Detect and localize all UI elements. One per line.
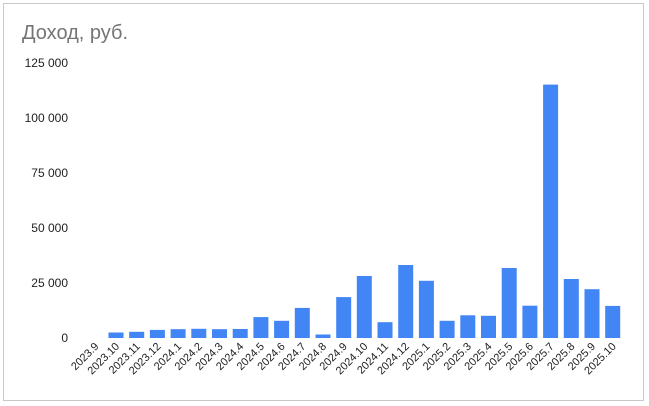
y-tick-label: 100 000	[25, 111, 69, 125]
bar[interactable]	[439, 320, 455, 338]
bar[interactable]	[398, 265, 414, 338]
bar[interactable]	[315, 334, 331, 339]
bar[interactable]	[212, 329, 227, 338]
bar[interactable]	[481, 315, 496, 338]
bar[interactable]	[336, 297, 352, 338]
chart-title: Доход, руб.	[22, 22, 129, 44]
bar[interactable]	[149, 329, 165, 338]
bar[interactable]	[232, 329, 248, 338]
bar[interactable]	[418, 280, 434, 338]
bar[interactable]	[460, 315, 476, 338]
y-tick-label: 75 000	[31, 166, 68, 180]
bar[interactable]	[605, 305, 621, 338]
bar[interactable]	[274, 320, 290, 338]
bar[interactable]	[543, 84, 559, 338]
bar[interactable]	[191, 328, 207, 338]
y-tick-label: 25 000	[31, 276, 68, 290]
bar[interactable]	[253, 317, 269, 338]
bar[interactable]	[129, 331, 145, 338]
bar[interactable]	[584, 289, 600, 338]
bar[interactable]	[501, 268, 517, 338]
bar[interactable]	[563, 279, 579, 338]
bar[interactable]	[522, 305, 538, 338]
bar[interactable]	[108, 332, 124, 339]
y-tick-label: 50 000	[31, 221, 68, 235]
bar[interactable]	[356, 276, 372, 338]
y-tick-label: 0	[61, 331, 68, 345]
bar[interactable]	[377, 322, 393, 338]
bar[interactable]	[294, 307, 310, 338]
y-tick-label: 125 000	[25, 56, 69, 70]
bar[interactable]	[170, 329, 186, 338]
